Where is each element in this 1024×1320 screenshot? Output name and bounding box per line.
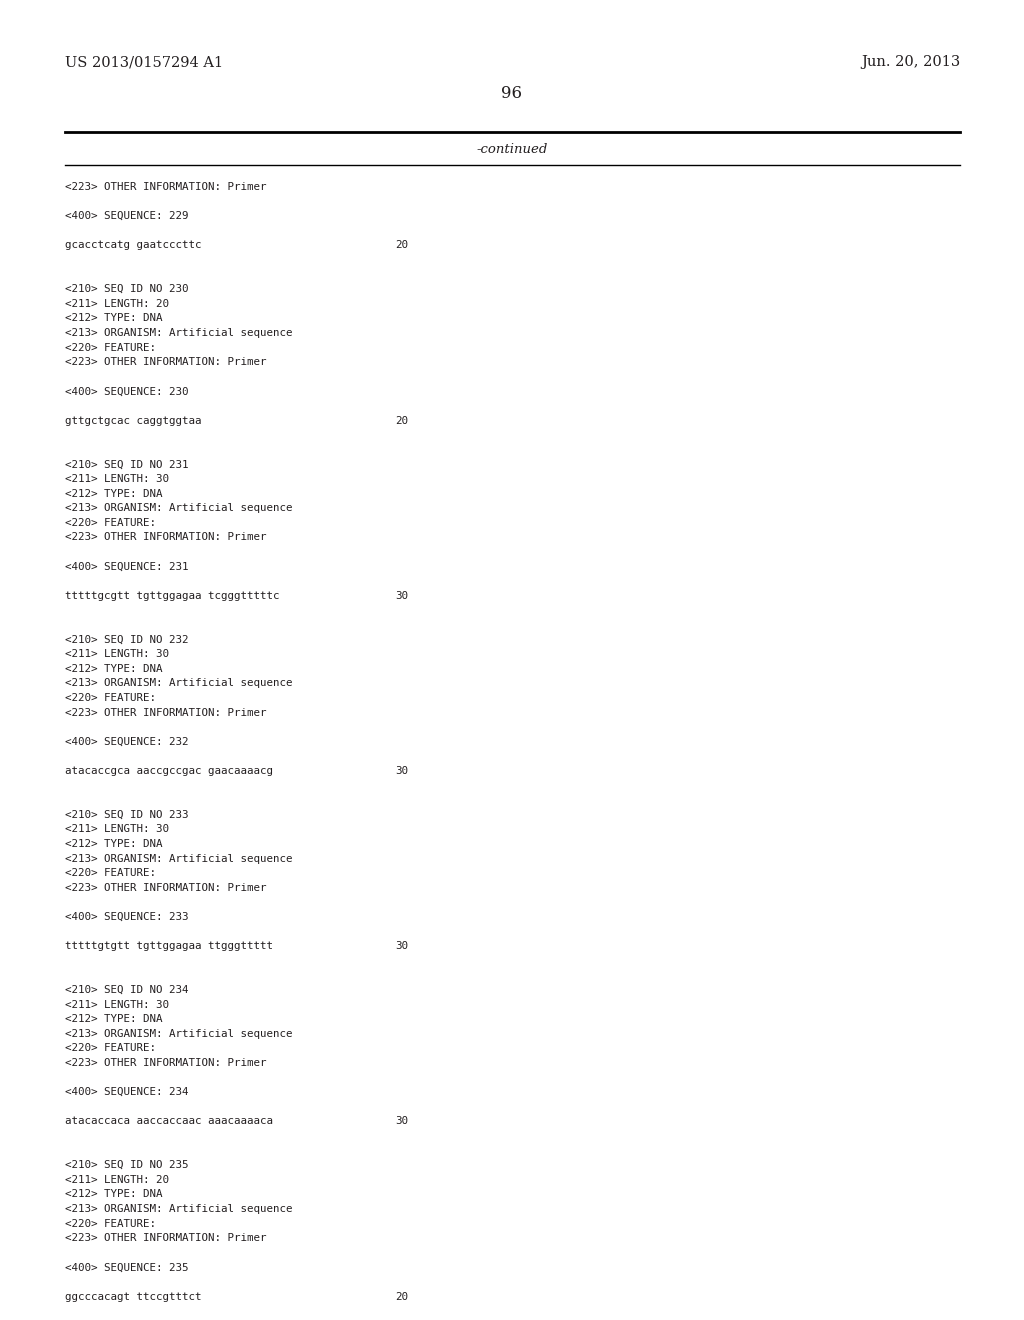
Text: <213> ORGANISM: Artificial sequence: <213> ORGANISM: Artificial sequence <box>65 503 293 513</box>
Text: <212> TYPE: DNA: <212> TYPE: DNA <box>65 1014 163 1024</box>
Text: ggcccacagt ttccgtttct: ggcccacagt ttccgtttct <box>65 1291 202 1302</box>
Text: <220> FEATURE:: <220> FEATURE: <box>65 517 156 528</box>
Text: <211> LENGTH: 20: <211> LENGTH: 20 <box>65 1175 169 1185</box>
Text: <400> SEQUENCE: 229: <400> SEQUENCE: 229 <box>65 211 188 222</box>
Text: <212> TYPE: DNA: <212> TYPE: DNA <box>65 313 163 323</box>
Text: 20: 20 <box>395 240 408 251</box>
Text: <400> SEQUENCE: 233: <400> SEQUENCE: 233 <box>65 912 188 921</box>
Text: <211> LENGTH: 30: <211> LENGTH: 30 <box>65 999 169 1010</box>
Text: atacaccgca aaccgccgac gaacaaaacg: atacaccgca aaccgccgac gaacaaaacg <box>65 766 273 776</box>
Text: <211> LENGTH: 20: <211> LENGTH: 20 <box>65 298 169 309</box>
Text: <213> ORGANISM: Artificial sequence: <213> ORGANISM: Artificial sequence <box>65 1204 293 1214</box>
Text: tttttgtgtt tgttggagaa ttgggttttt: tttttgtgtt tgttggagaa ttgggttttt <box>65 941 273 952</box>
Text: <220> FEATURE:: <220> FEATURE: <box>65 1218 156 1229</box>
Text: <223> OTHER INFORMATION: Primer: <223> OTHER INFORMATION: Primer <box>65 358 266 367</box>
Text: <400> SEQUENCE: 231: <400> SEQUENCE: 231 <box>65 561 188 572</box>
Text: <213> ORGANISM: Artificial sequence: <213> ORGANISM: Artificial sequence <box>65 327 293 338</box>
Text: <211> LENGTH: 30: <211> LENGTH: 30 <box>65 649 169 659</box>
Text: <400> SEQUENCE: 234: <400> SEQUENCE: 234 <box>65 1088 188 1097</box>
Text: <210> SEQ ID NO 234: <210> SEQ ID NO 234 <box>65 985 188 995</box>
Text: gcacctcatg gaatcccttc: gcacctcatg gaatcccttc <box>65 240 202 251</box>
Text: 20: 20 <box>395 416 408 425</box>
Text: 30: 30 <box>395 591 408 601</box>
Text: 30: 30 <box>395 766 408 776</box>
Text: US 2013/0157294 A1: US 2013/0157294 A1 <box>65 55 223 69</box>
Text: <210> SEQ ID NO 231: <210> SEQ ID NO 231 <box>65 459 188 470</box>
Text: atacaccaca aaccaccaac aaacaaaaca: atacaccaca aaccaccaac aaacaaaaca <box>65 1117 273 1126</box>
Text: <220> FEATURE:: <220> FEATURE: <box>65 343 156 352</box>
Text: <400> SEQUENCE: 235: <400> SEQUENCE: 235 <box>65 1262 188 1272</box>
Text: <213> ORGANISM: Artificial sequence: <213> ORGANISM: Artificial sequence <box>65 1028 293 1039</box>
Text: gttgctgcac caggtggtaa: gttgctgcac caggtggtaa <box>65 416 202 425</box>
Text: <211> LENGTH: 30: <211> LENGTH: 30 <box>65 825 169 834</box>
Text: 30: 30 <box>395 941 408 952</box>
Text: <210> SEQ ID NO 235: <210> SEQ ID NO 235 <box>65 1160 188 1171</box>
Text: <223> OTHER INFORMATION: Primer: <223> OTHER INFORMATION: Primer <box>65 1233 266 1243</box>
Text: <400> SEQUENCE: 232: <400> SEQUENCE: 232 <box>65 737 188 747</box>
Text: tttttgcgtt tgttggagaa tcgggtttttc: tttttgcgtt tgttggagaa tcgggtttttc <box>65 591 280 601</box>
Text: -continued: -continued <box>476 143 548 156</box>
Text: <213> ORGANISM: Artificial sequence: <213> ORGANISM: Artificial sequence <box>65 678 293 689</box>
Text: <210> SEQ ID NO 232: <210> SEQ ID NO 232 <box>65 635 188 644</box>
Text: <223> OTHER INFORMATION: Primer: <223> OTHER INFORMATION: Primer <box>65 182 266 191</box>
Text: 96: 96 <box>502 84 522 102</box>
Text: <223> OTHER INFORMATION: Primer: <223> OTHER INFORMATION: Primer <box>65 883 266 892</box>
Text: <223> OTHER INFORMATION: Primer: <223> OTHER INFORMATION: Primer <box>65 1059 266 1068</box>
Text: <213> ORGANISM: Artificial sequence: <213> ORGANISM: Artificial sequence <box>65 854 293 863</box>
Text: <212> TYPE: DNA: <212> TYPE: DNA <box>65 840 163 849</box>
Text: <223> OTHER INFORMATION: Primer: <223> OTHER INFORMATION: Primer <box>65 532 266 543</box>
Text: <400> SEQUENCE: 230: <400> SEQUENCE: 230 <box>65 387 188 396</box>
Text: <220> FEATURE:: <220> FEATURE: <box>65 693 156 704</box>
Text: <210> SEQ ID NO 230: <210> SEQ ID NO 230 <box>65 284 188 294</box>
Text: <211> LENGTH: 30: <211> LENGTH: 30 <box>65 474 169 484</box>
Text: Jun. 20, 2013: Jun. 20, 2013 <box>861 55 961 69</box>
Text: <212> TYPE: DNA: <212> TYPE: DNA <box>65 664 163 673</box>
Text: <220> FEATURE:: <220> FEATURE: <box>65 1043 156 1053</box>
Text: <223> OTHER INFORMATION: Primer: <223> OTHER INFORMATION: Primer <box>65 708 266 718</box>
Text: 30: 30 <box>395 1117 408 1126</box>
Text: 20: 20 <box>395 1291 408 1302</box>
Text: <220> FEATURE:: <220> FEATURE: <box>65 869 156 878</box>
Text: <210> SEQ ID NO 233: <210> SEQ ID NO 233 <box>65 809 188 820</box>
Text: <212> TYPE: DNA: <212> TYPE: DNA <box>65 1189 163 1200</box>
Text: <212> TYPE: DNA: <212> TYPE: DNA <box>65 488 163 499</box>
